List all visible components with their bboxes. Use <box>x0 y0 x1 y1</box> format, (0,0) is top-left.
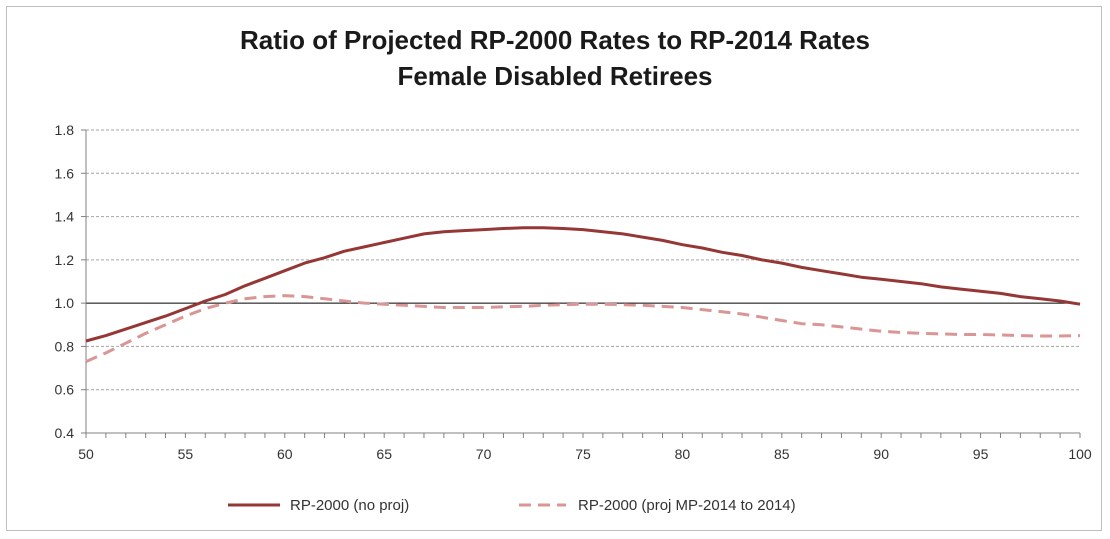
x-tick-label: 80 <box>675 446 691 462</box>
chart-title: Ratio of Projected RP-2000 Rates to RP-2… <box>0 22 1110 94</box>
x-tick-label: 85 <box>774 446 790 462</box>
series-line-1 <box>85 226 1081 343</box>
y-tick-label: 0.8 <box>55 338 75 354</box>
y-tick-label: 1.6 <box>55 165 75 181</box>
x-tick-label: 95 <box>973 446 989 462</box>
x-tick-label: 75 <box>575 446 591 462</box>
chart-subtitle: Female Disabled Retirees <box>397 61 713 91</box>
x-tick-label: 50 <box>78 446 94 462</box>
y-tick-label: 0.6 <box>55 382 75 398</box>
x-tick-label: 90 <box>873 446 889 462</box>
series-line-2 <box>85 294 1081 363</box>
x-tick-label: 70 <box>476 446 492 462</box>
chart-title-line-1: Ratio of Projected RP-2000 Rates to RP-2… <box>240 25 870 55</box>
y-tick-label: 1.8 <box>55 122 75 138</box>
x-tick-label: 60 <box>277 446 293 462</box>
y-tick-label: 1.0 <box>55 295 75 311</box>
y-tick-label: 1.4 <box>55 209 75 225</box>
chart-frame <box>6 6 1102 531</box>
y-tick-label: 0.4 <box>55 425 75 441</box>
legend-label-1: RP-2000 (no proj) <box>290 497 409 514</box>
x-tick-label: 55 <box>178 446 194 462</box>
y-tick-label: 1.2 <box>55 252 75 268</box>
x-tick-label: 65 <box>376 446 392 462</box>
legend-label-2: RP-2000 (proj MP-2014 to 2014) <box>578 497 796 514</box>
x-tick-label: 100 <box>1068 446 1092 462</box>
